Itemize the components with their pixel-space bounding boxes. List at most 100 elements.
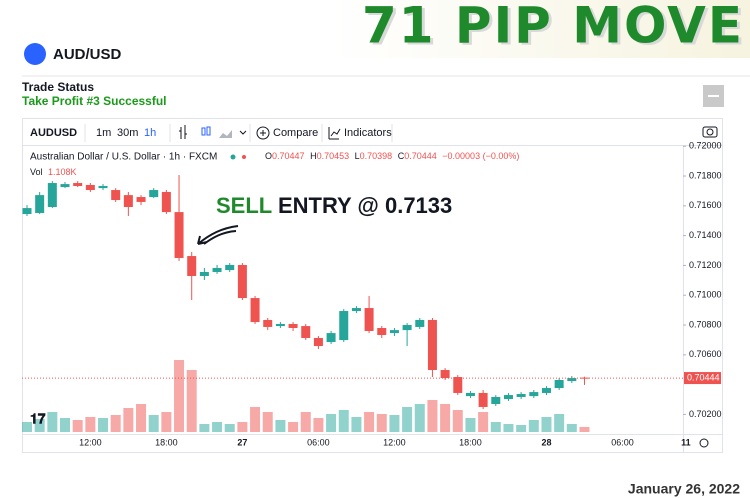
- volume-bar: [224, 424, 235, 432]
- indicators[interactable]: Indicators: [344, 127, 392, 139]
- compare-icon[interactable]: [256, 126, 270, 140]
- volume-bar: [85, 417, 96, 432]
- x-tick-label: 12:00: [383, 437, 406, 447]
- x-tick-label: 12:00: [79, 437, 102, 447]
- volume-bar: [554, 414, 565, 432]
- volume-bar: [22, 422, 32, 432]
- snapshot-button[interactable]: [702, 126, 718, 138]
- y-tick-label: 0.72000: [689, 141, 722, 151]
- candle-body: [225, 264, 235, 271]
- volume-bar: [98, 418, 109, 432]
- banner-shadow: 71 PIP MOVE: [365, 0, 747, 57]
- annotation: SELL ENTRY @ 0.7133: [216, 193, 452, 218]
- y-tick-label: 0.70800: [689, 319, 722, 329]
- volume-legend: Vol 1.108K: [30, 167, 77, 177]
- volume-bar: [161, 412, 172, 432]
- volume-bar: [566, 424, 577, 432]
- ohlc-value: 0.70398: [360, 151, 393, 161]
- candle-body: [339, 311, 349, 341]
- x-tick-label: 18:00: [155, 437, 178, 447]
- candle-body: [199, 271, 209, 277]
- volume-bar: [364, 412, 375, 432]
- candle-body: [237, 264, 247, 299]
- candle-body: [541, 388, 551, 393]
- candle-body: [98, 186, 108, 189]
- volume-bar: [275, 420, 286, 432]
- chart-style-icons[interactable]: [179, 125, 247, 139]
- interval-active[interactable]: 1h: [144, 127, 156, 139]
- candle-body: [402, 325, 412, 331]
- volume-bar: [427, 400, 438, 432]
- candle-body: [567, 378, 577, 382]
- candle-body: [73, 183, 83, 187]
- ohlc-legend: O0.70447 H0.70453 L0.70398 C0.70444 −0.0…: [265, 151, 519, 161]
- volume-bar: [34, 419, 45, 432]
- candle-body: [22, 208, 32, 215]
- interval[interactable]: 30m: [117, 127, 138, 139]
- ohlc-key: H: [310, 151, 317, 161]
- candle-body: [35, 195, 45, 213]
- volume-name: Vol: [30, 167, 43, 177]
- toolbar-symbol[interactable]: AUDUSD: [30, 127, 77, 139]
- candle-body: [60, 184, 70, 188]
- volume-bar: [490, 422, 501, 432]
- y-tick-label: 0.71600: [689, 200, 722, 210]
- candle-body: [47, 183, 57, 208]
- volume-bar: [136, 404, 147, 432]
- volume-bar: [186, 370, 197, 432]
- y-tick-label: 0.70200: [689, 409, 722, 419]
- snapshot-icon: [706, 128, 714, 136]
- volume-bar: [123, 408, 134, 432]
- candle-body: [174, 212, 184, 258]
- volume-bar: [148, 415, 159, 432]
- compare[interactable]: Compare: [273, 127, 318, 139]
- volume-bar: [300, 412, 311, 432]
- banner-bg: [330, 0, 750, 58]
- candle-body: [415, 319, 425, 327]
- indicators-icon[interactable]: [328, 127, 341, 140]
- volume-bar: [174, 360, 185, 432]
- x-tick-label: 06:00: [611, 437, 634, 447]
- volume-bar: [465, 418, 476, 432]
- volume-bar: [503, 424, 514, 432]
- x-tick-label: 28: [541, 437, 551, 447]
- banner: 71 PIP MOVE: [362, 0, 744, 55]
- candle-body: [465, 392, 475, 397]
- volume-bar: [389, 415, 400, 432]
- interval[interactable]: 1m: [96, 127, 111, 139]
- annotation-text: ENTRY @ 0.7133: [278, 193, 452, 218]
- y-tick-label: 0.70600: [689, 349, 722, 359]
- candle-body: [579, 377, 589, 379]
- candle-body: [503, 395, 513, 400]
- volume-bar: [72, 420, 83, 432]
- candle-body: [263, 319, 273, 327]
- candle-body: [427, 319, 437, 371]
- volume-bar: [351, 417, 362, 432]
- candle-body: [85, 184, 95, 191]
- x-tick-label: 06:00: [307, 437, 330, 447]
- volume-bar: [288, 422, 299, 432]
- candle-body: [250, 298, 260, 323]
- volume-bar: [541, 417, 552, 432]
- y-tick-label: 0.71400: [689, 230, 722, 240]
- ohlc-key: O: [265, 151, 272, 161]
- volume-bar: [579, 426, 590, 432]
- volume-value: 1.108K: [48, 167, 77, 177]
- trade-status-label: Trade Status: [22, 80, 94, 94]
- ohlc-value: 0.70447: [272, 151, 305, 161]
- volume-bar: [250, 407, 261, 432]
- candle-body: [275, 323, 285, 327]
- volume-bar: [237, 422, 248, 432]
- y-tick-label: 0.71000: [689, 290, 722, 300]
- volume-bar: [402, 407, 413, 432]
- candle-body: [301, 326, 311, 338]
- trade-status: Take Profit #3 Successful: [22, 94, 167, 108]
- candle-body: [326, 333, 336, 343]
- x-tick-label: 11: [681, 437, 691, 447]
- settings-icon[interactable]: [699, 438, 709, 448]
- candle-body: [377, 328, 387, 336]
- candle-body: [123, 195, 133, 208]
- volume-bar: [60, 418, 71, 432]
- candle-body: [453, 377, 463, 393]
